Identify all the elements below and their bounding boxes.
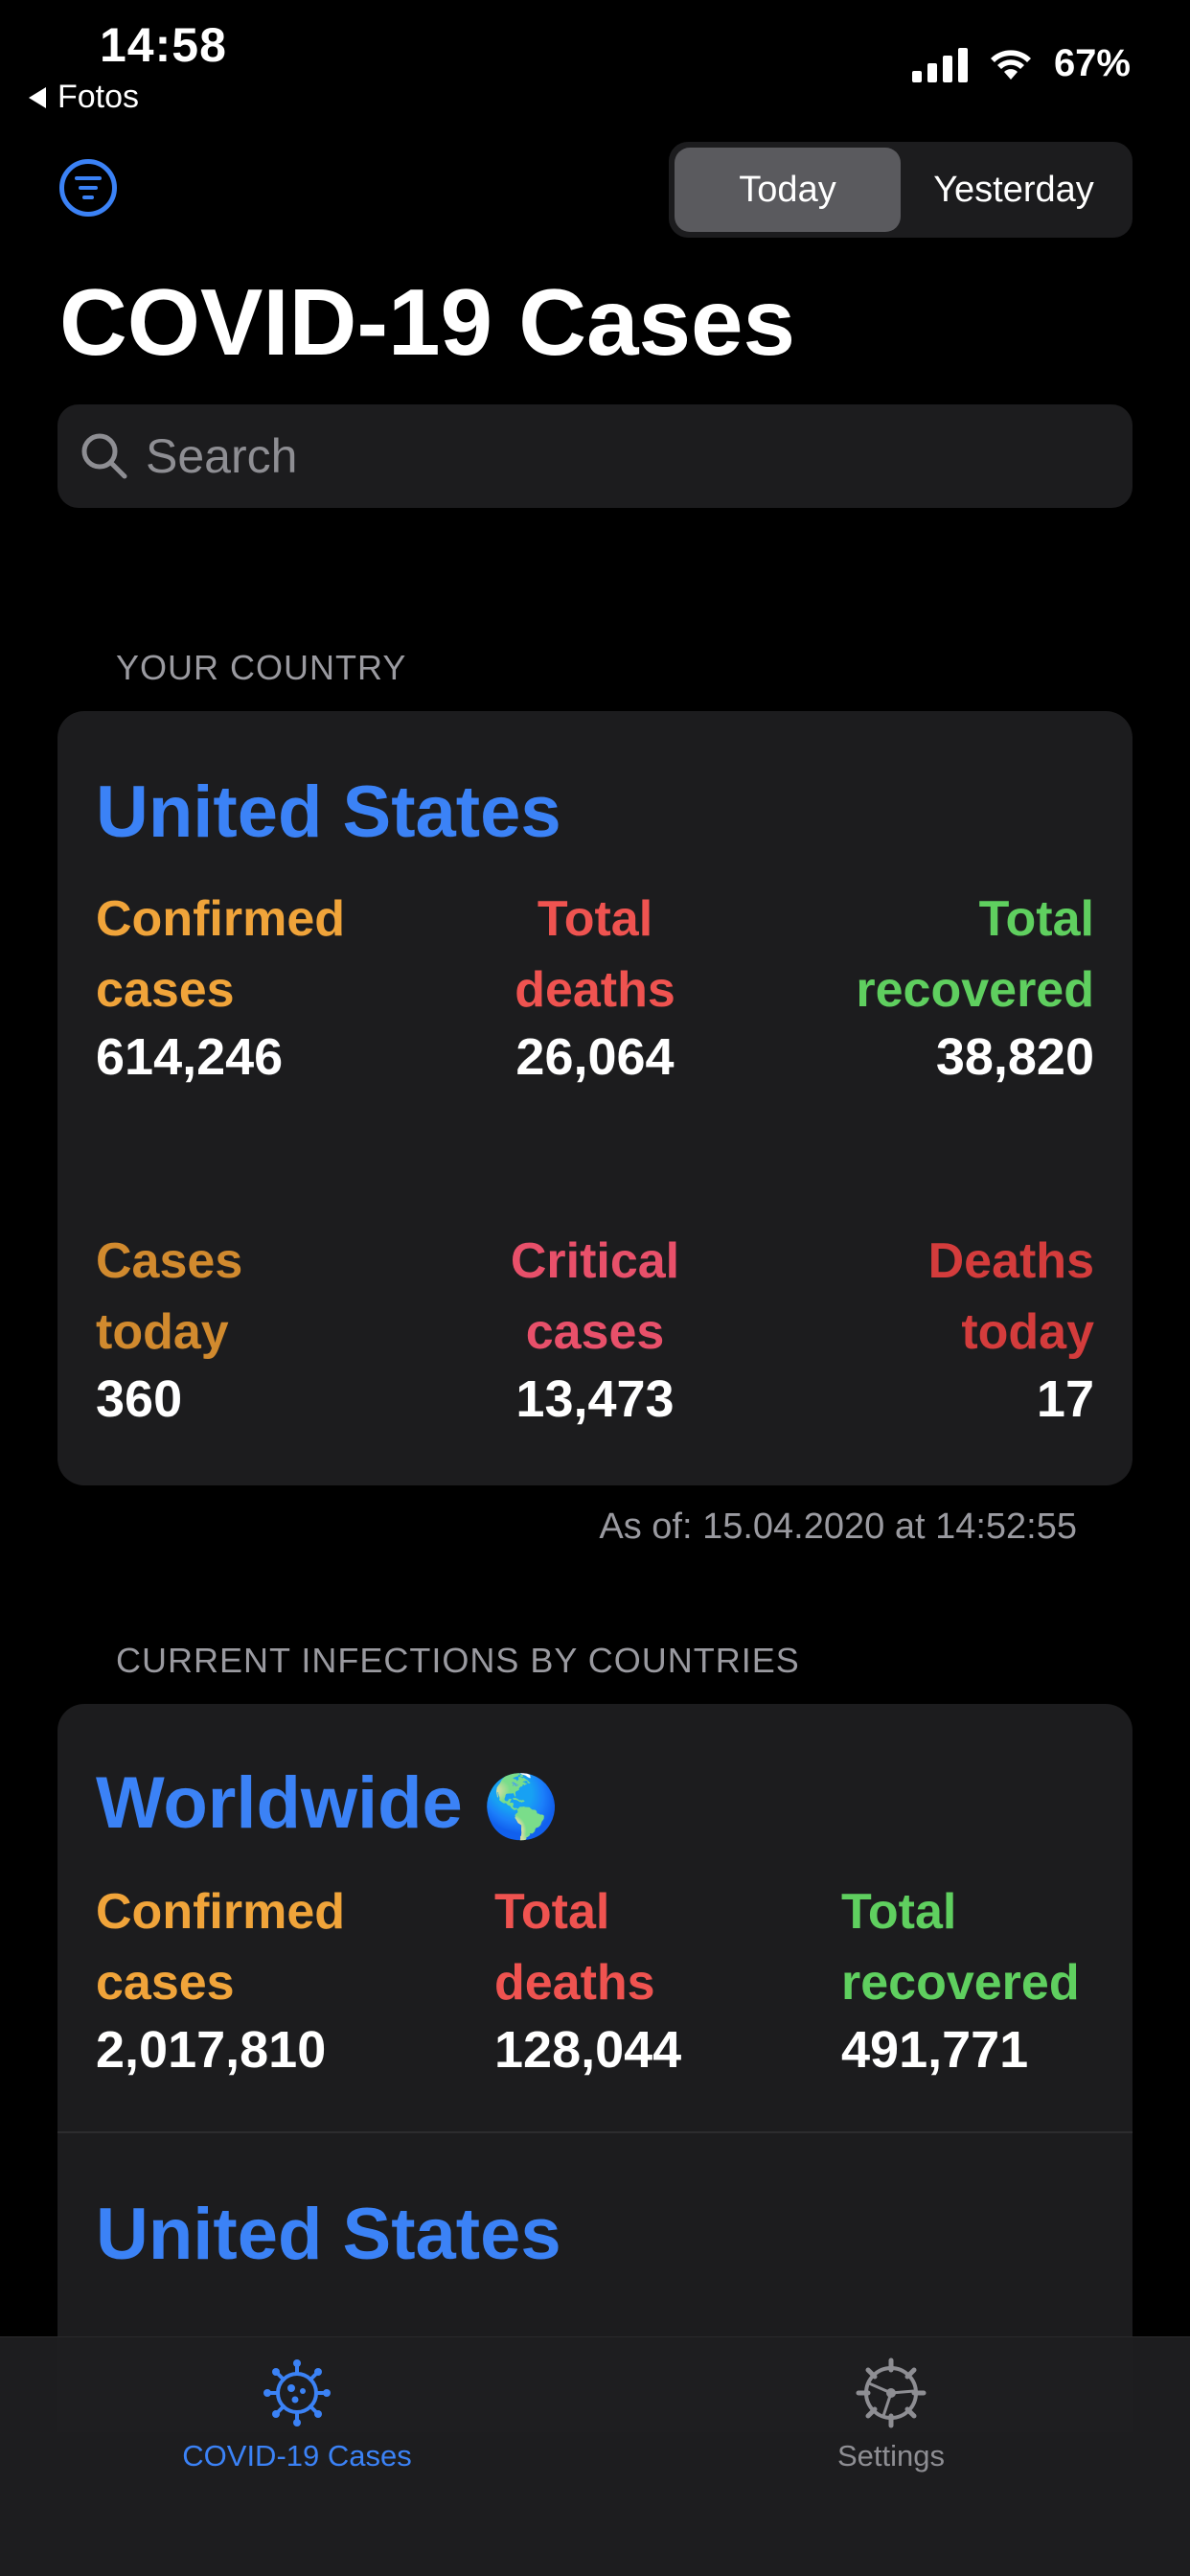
stat-value: 360 — [96, 1370, 183, 1428]
stat-confirmed: Confirmed cases 614,246 — [96, 884, 422, 1089]
section-label-your-country: YOUR COUNTRY — [116, 648, 407, 687]
stat-total-recovered: Total recovered 491,771 — [841, 1876, 1119, 2082]
stat-label: Total recovered — [841, 1884, 1080, 2011]
tab-bar: COVID-19 Cases Settings — [0, 2336, 1190, 2576]
stat-label: Deaths today — [927, 1233, 1094, 1360]
stat-total-deaths: Total deaths 128,044 — [494, 1876, 782, 2082]
gear-icon — [856, 2358, 927, 2428]
stat-total-recovered: Total recovered 38,820 — [768, 884, 1094, 1089]
page-title: COVID-19 Cases — [59, 269, 796, 375]
tab-covid-cases[interactable]: COVID-19 Cases — [96, 2357, 498, 2473]
stat-deaths-today: Deaths today 17 — [768, 1226, 1094, 1431]
tab-label: COVID-19 Cases — [182, 2439, 412, 2472]
stat-value: 17 — [1036, 1370, 1094, 1428]
stat-value: 491,771 — [841, 2021, 1029, 2079]
stat-label: Critical cases — [510, 1233, 680, 1360]
stat-value: 13,473 — [515, 1370, 675, 1428]
country-name: United States — [96, 2194, 561, 2275]
back-triangle-icon — [29, 86, 46, 108]
stat-total-deaths: Total deaths 26,064 — [442, 884, 748, 1089]
search-icon — [81, 433, 127, 479]
back-to-app-link[interactable]: Fotos — [29, 79, 139, 116]
stat-label: Total recovered — [856, 891, 1094, 1018]
battery-percentage: 67% — [1053, 42, 1131, 84]
stat-value: 26,064 — [515, 1028, 675, 1086]
back-app-label: Fotos — [57, 79, 140, 115]
tab-label: Settings — [836, 2439, 945, 2472]
stat-value: 38,820 — [935, 1028, 1094, 1086]
segment-today[interactable]: Today — [675, 148, 901, 232]
stat-value: 2,017,810 — [96, 2021, 327, 2079]
country-name: United States — [96, 771, 561, 853]
status-indicators: 67% — [911, 42, 1131, 85]
stat-label: Total deaths — [494, 1884, 655, 2011]
stat-label: Confirmed cases — [96, 891, 345, 1018]
stat-confirmed: Confirmed cases 2,017,810 — [96, 1876, 460, 2082]
stat-label: Total deaths — [515, 891, 675, 1018]
cellular-signal-icon — [911, 46, 968, 82]
virus-icon — [263, 2359, 331, 2426]
your-country-card[interactable]: United States Confirmed cases 614,246 To… — [57, 711, 1133, 1485]
segment-yesterday[interactable]: Yesterday — [933, 169, 1094, 210]
row-divider — [57, 2131, 1133, 2133]
status-time: 14:58 — [100, 18, 227, 72]
search-input[interactable] — [144, 427, 1106, 485]
country-name-worldwide: Worldwide 🌎 — [96, 1761, 560, 1845]
globe-icon: 🌎 — [482, 1772, 560, 1841]
stat-cases-today: Cases today 360 — [96, 1226, 422, 1431]
stat-label: Confirmed cases — [96, 1884, 345, 2011]
countries-list-card: Worldwide 🌎 Confirmed cases 2,017,810 To… — [57, 1704, 1133, 2432]
stat-critical-cases: Critical cases 13,473 — [442, 1226, 748, 1431]
stat-value: 614,246 — [96, 1028, 284, 1086]
section-label-by-countries: CURRENT INFECTIONS BY COUNTRIES — [116, 1641, 800, 1680]
worldwide-label: Worldwide — [96, 1762, 463, 1844]
search-bar[interactable] — [57, 404, 1133, 508]
tab-settings[interactable]: Settings — [690, 2357, 1092, 2473]
filter-button[interactable] — [59, 159, 117, 217]
as-of-timestamp: As of: 15.04.2020 at 14:52:55 — [599, 1506, 1077, 1547]
stat-value: 128,044 — [494, 2021, 682, 2079]
stat-label: Cases today — [96, 1233, 243, 1360]
day-segmented-control[interactable]: Today Yesterday — [669, 142, 1133, 238]
wifi-icon — [990, 49, 1031, 80]
